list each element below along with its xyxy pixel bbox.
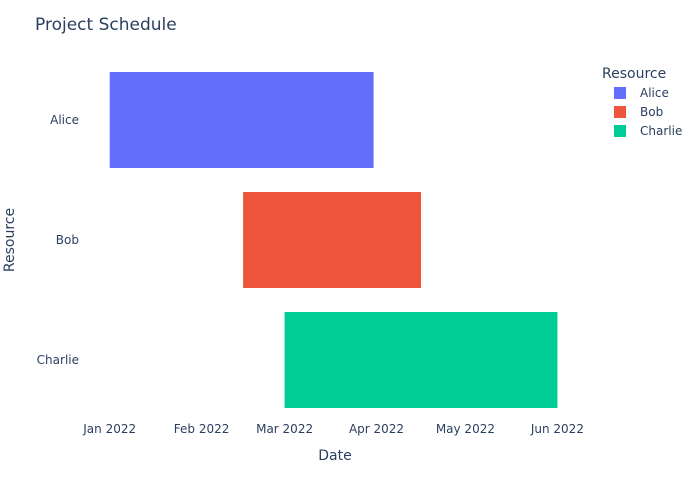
legend-label-alice[interactable]: Alice <box>640 86 669 100</box>
x-tick-feb-2022: Feb 2022 <box>174 422 230 436</box>
bars-group <box>109 72 558 408</box>
legend-swatch-charlie[interactable] <box>614 125 626 137</box>
x-tick-mar-2022: Mar 2022 <box>256 422 313 436</box>
x-tick-jan-2022: Jan 2022 <box>82 422 136 436</box>
chart-title: Project Schedule <box>35 15 177 35</box>
x-tick-may-2022: May 2022 <box>436 422 495 436</box>
y-tick-charlie: Charlie <box>37 353 79 367</box>
legend-swatch-bob[interactable] <box>614 106 626 118</box>
y-tick-alice: Alice <box>50 113 79 127</box>
legend-label-charlie[interactable]: Charlie <box>640 124 682 138</box>
legend-label-bob[interactable]: Bob <box>640 105 663 119</box>
x-tick-jun-2022: Jun 2022 <box>530 422 584 436</box>
legend-swatch-alice[interactable] <box>614 87 626 99</box>
y-tick-bob: Bob <box>56 233 79 247</box>
x-tick-apr-2022: Apr 2022 <box>349 422 404 436</box>
legend-title: Resource <box>602 66 666 82</box>
x-axis-title: Date <box>318 448 351 464</box>
y-tick-labels: Alice Bob Charlie <box>37 113 79 367</box>
bar-alice <box>109 72 374 168</box>
x-tick-labels: Jan 2022 Feb 2022 Mar 2022 Apr 2022 May 2022… <box>82 422 584 436</box>
legend-entries: Alice Bob Charlie <box>614 86 682 138</box>
bar-charlie <box>284 312 558 408</box>
bar-bob <box>243 192 421 288</box>
y-axis-title: Resource <box>2 208 18 272</box>
